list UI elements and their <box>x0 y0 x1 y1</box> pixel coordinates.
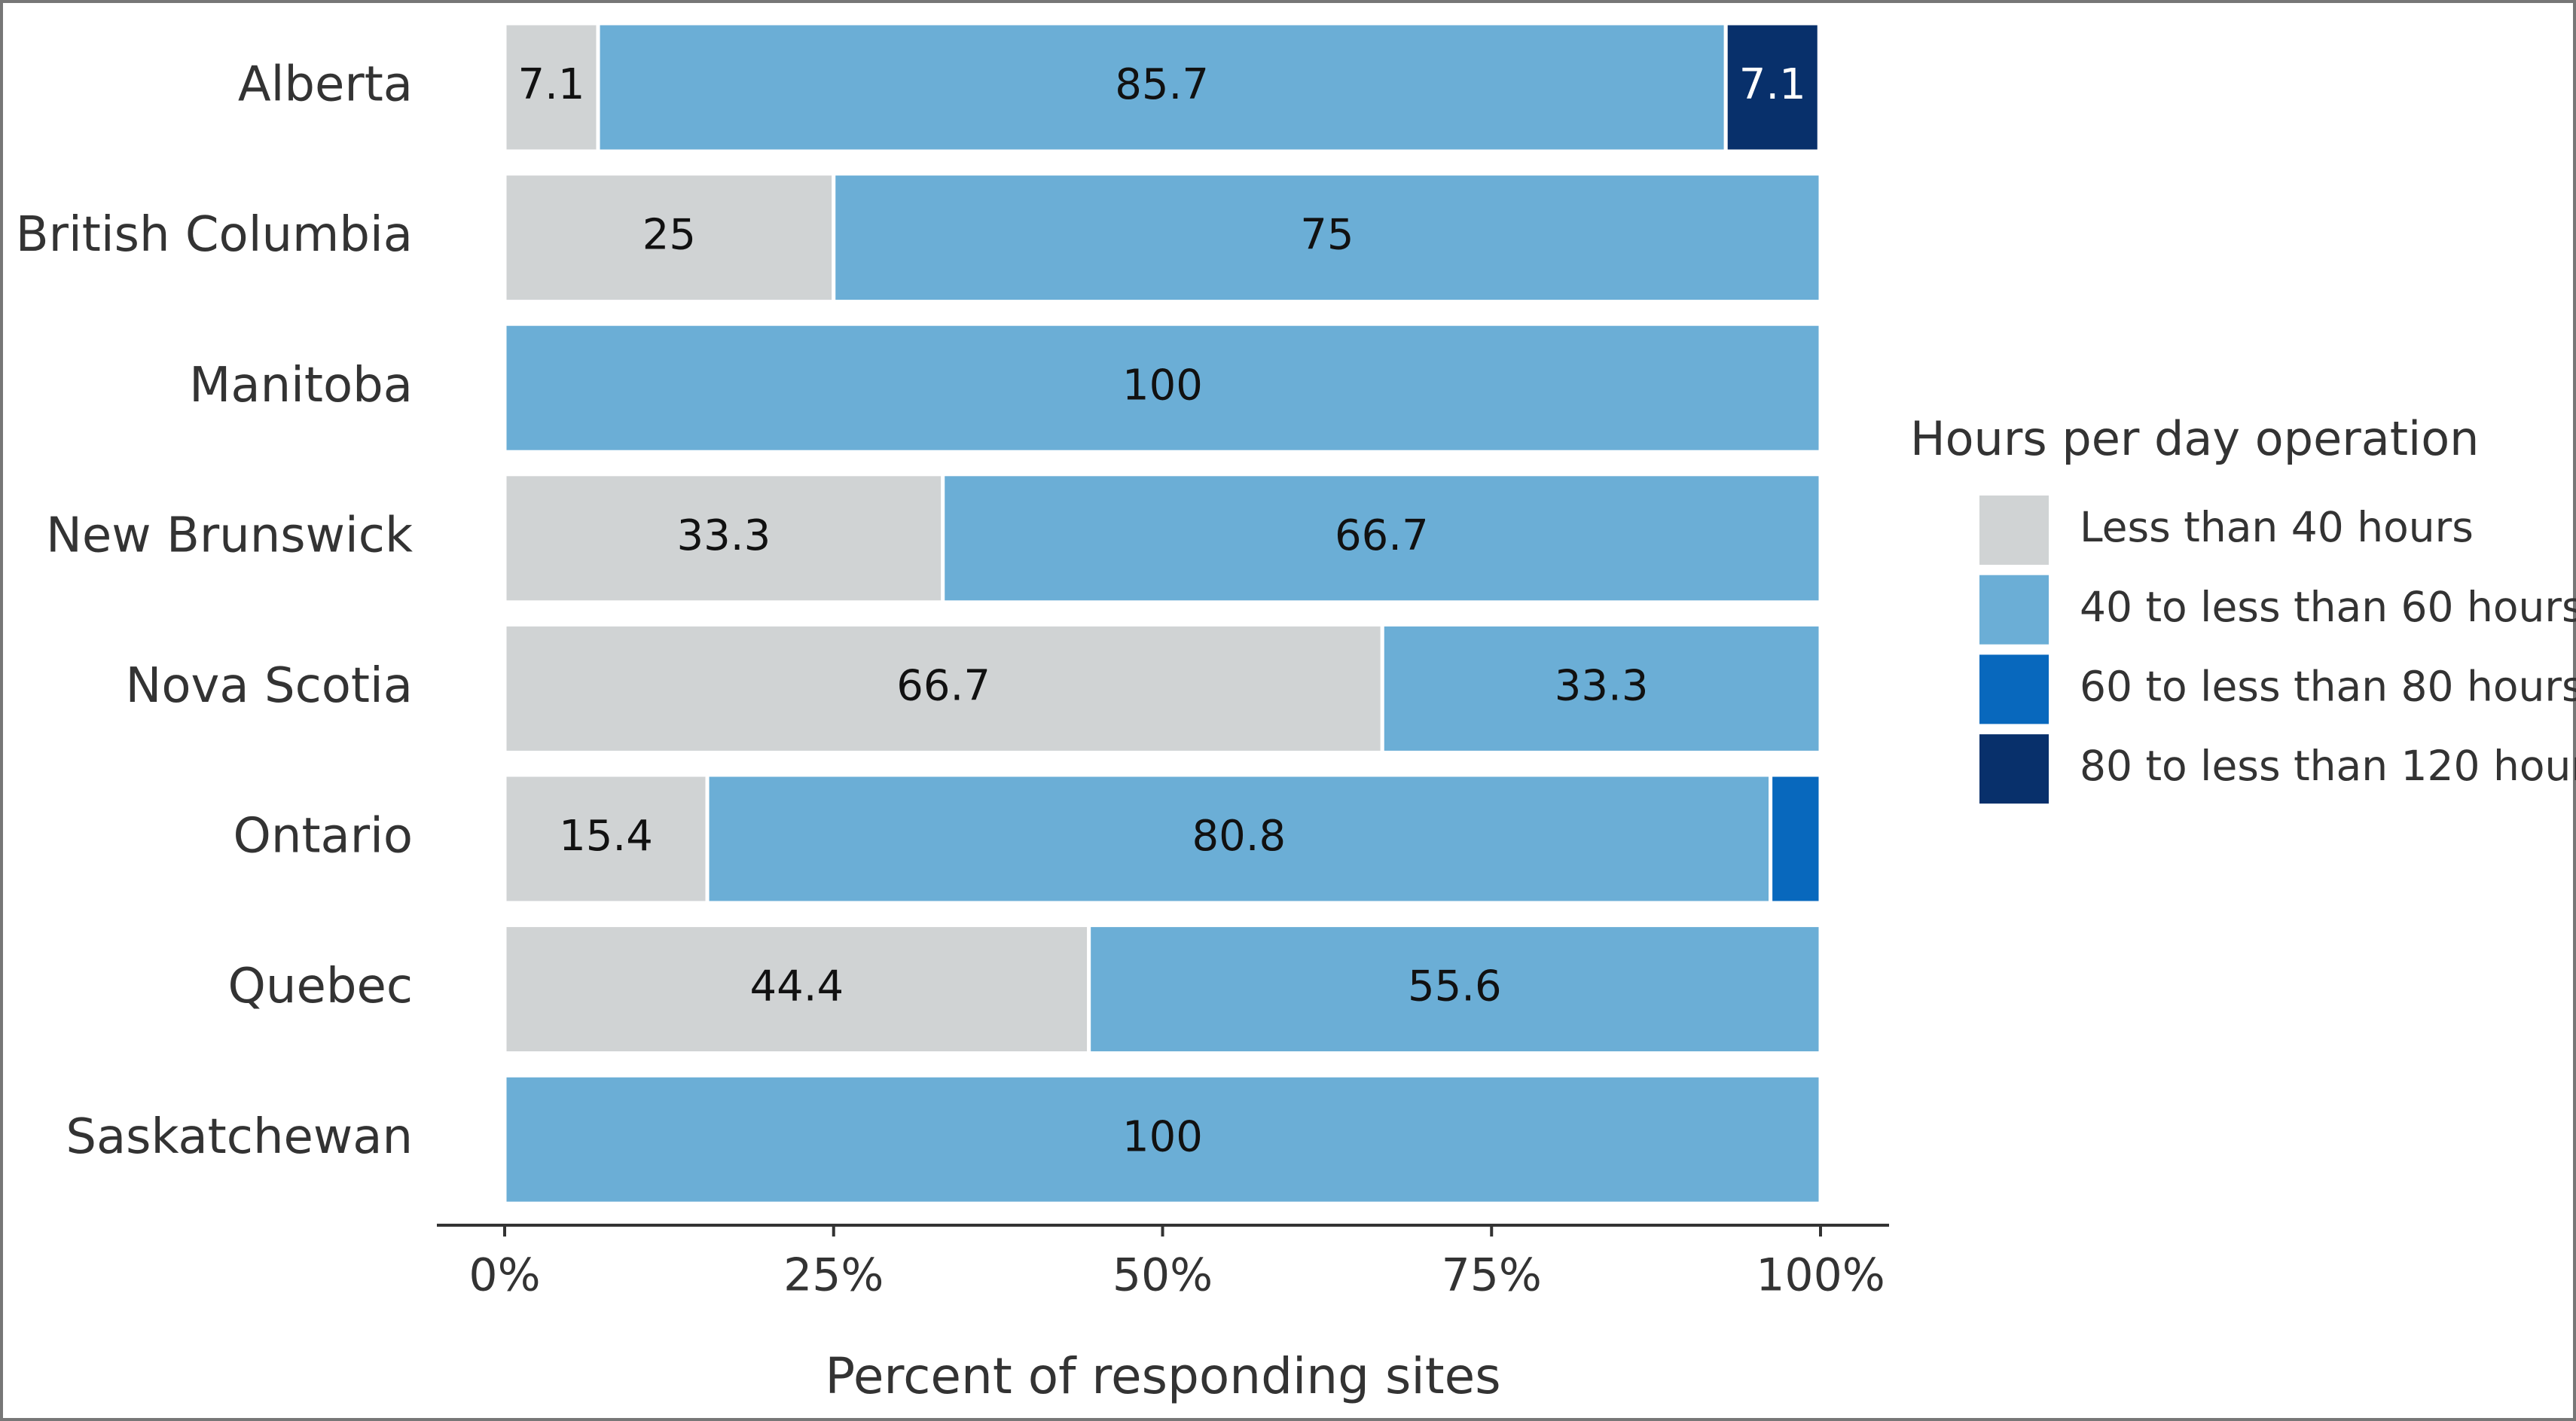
value-label: 15.4 <box>559 812 653 861</box>
y-tick-label: New Brunswick <box>46 508 413 563</box>
value-label: 33.3 <box>1555 662 1649 711</box>
legend-label: Less than 40 hours <box>2080 503 2474 551</box>
x-tick-label: 100% <box>1756 1249 1885 1302</box>
bar-segment <box>502 322 1823 454</box>
y-tick-label: Manitoba <box>189 358 413 413</box>
y-tick-label: Quebec <box>228 959 414 1014</box>
legend-title: Hours per day operation <box>1910 411 2479 466</box>
value-label: 66.7 <box>896 662 990 711</box>
value-label: 100 <box>1122 1112 1203 1161</box>
y-tick-label: Nova Scotia <box>125 658 413 714</box>
bar-segment <box>502 1073 1823 1206</box>
bar-segment <box>502 773 710 905</box>
legend-swatch <box>1979 734 2049 804</box>
x-tick-label: 0% <box>469 1249 540 1302</box>
bar-segment <box>502 923 1091 1056</box>
bar-segment <box>832 172 1823 304</box>
value-label: 25 <box>642 211 696 260</box>
legend-swatch <box>1979 654 2049 724</box>
y-tick-label: Ontario <box>233 809 414 864</box>
legend-swatch <box>1979 496 2049 565</box>
value-label: 44.4 <box>749 962 844 1011</box>
bar-segment <box>502 622 1384 755</box>
bar-segment <box>1769 773 1823 905</box>
x-tick-label: 75% <box>1442 1249 1542 1302</box>
x-tick-label: 50% <box>1113 1249 1213 1302</box>
legend-label: 60 to less than 80 hours <box>2080 663 2576 711</box>
bar-segment <box>941 472 1823 605</box>
value-label: 66.7 <box>1335 511 1429 560</box>
legend-label: 40 to less than 60 hours <box>2080 583 2576 631</box>
value-label: 7.1 <box>1739 60 1806 109</box>
bar-segment <box>502 472 945 605</box>
x-tick-label: 25% <box>783 1249 884 1302</box>
value-label: 85.7 <box>1115 60 1209 109</box>
x-axis-title: Percent of responding sites <box>825 1347 1500 1405</box>
y-tick-label: Saskatchewan <box>66 1109 413 1165</box>
y-tick-label: British Columbia <box>16 207 413 263</box>
y-tick-label: Alberta <box>238 57 413 113</box>
bar-segment <box>1087 923 1823 1056</box>
bar-segment <box>1380 622 1823 755</box>
bar-segment <box>502 172 836 304</box>
legend-label: 80 to less than 120 hours <box>2080 742 2576 790</box>
value-label: 7.1 <box>517 60 584 109</box>
bar-segment <box>1723 21 1821 154</box>
value-label: 75 <box>1300 211 1354 260</box>
value-label: 80.8 <box>1192 812 1286 861</box>
value-label: 100 <box>1122 361 1203 410</box>
value-label: 55.6 <box>1408 962 1502 1011</box>
legend-swatch <box>1979 575 2049 645</box>
value-label: 33.3 <box>677 511 771 560</box>
bar-segment <box>705 773 1773 905</box>
